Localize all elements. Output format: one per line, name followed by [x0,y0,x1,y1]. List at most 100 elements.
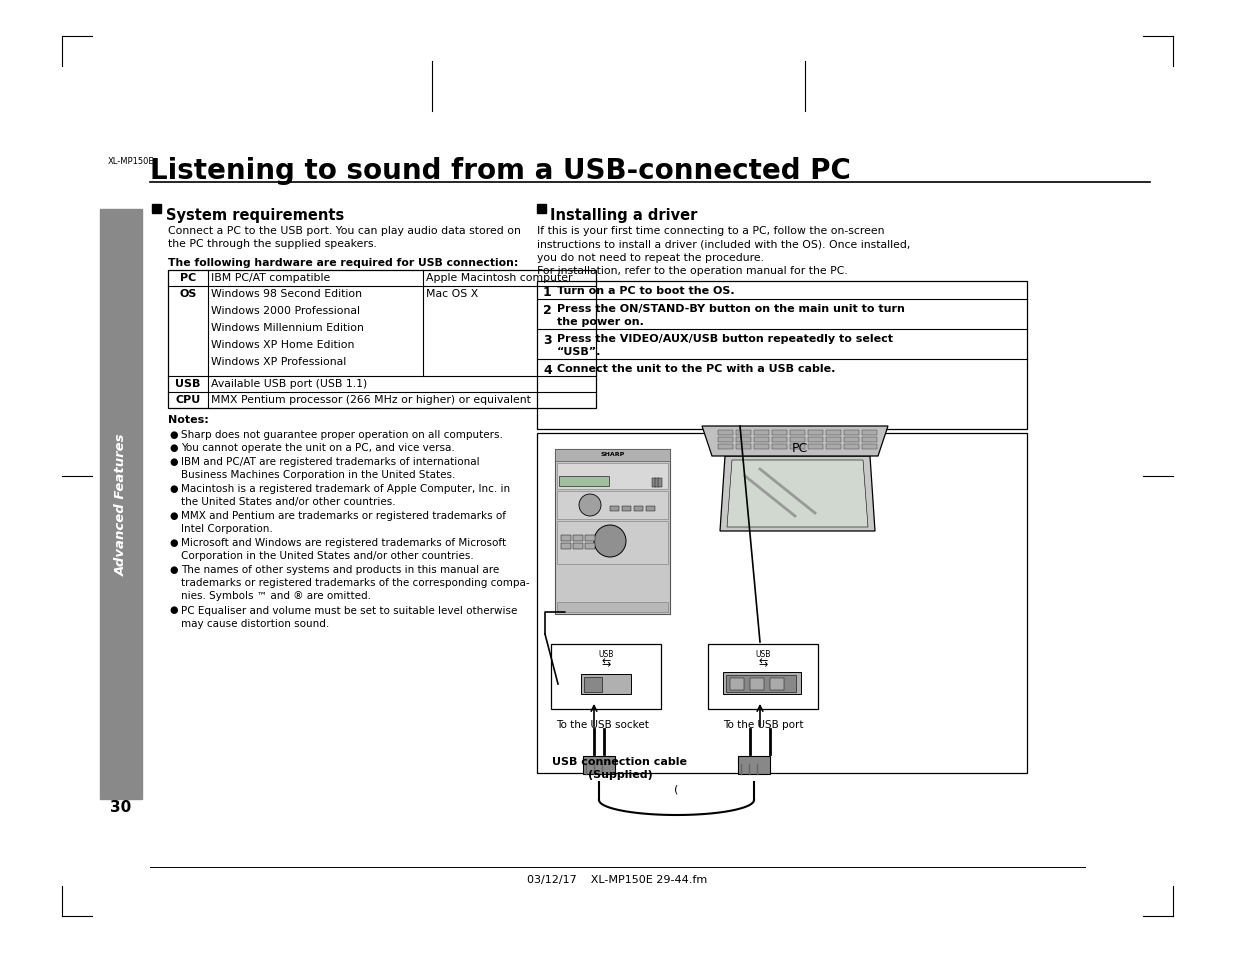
Circle shape [579,495,601,517]
Text: ●: ● [169,443,178,453]
Text: You cannot operate the unit on a PC, and vice versa.: You cannot operate the unit on a PC, and… [182,443,454,453]
Text: ●: ● [169,456,178,467]
Bar [537,205,546,213]
Bar [559,476,609,486]
Polygon shape [720,456,876,532]
Bar [561,543,571,550]
Circle shape [594,525,626,558]
Bar [772,444,787,450]
Text: 2: 2 [543,304,552,316]
Bar [772,437,787,442]
Text: USB: USB [598,649,614,659]
Bar [168,271,597,409]
Text: XL-MP150E: XL-MP150E [107,157,154,166]
Bar [826,437,841,442]
Bar [580,675,631,695]
Text: ●: ● [169,511,178,520]
Bar [585,543,595,550]
Text: instructions to install a driver (included with the OS). Once installed,: instructions to install a driver (includ… [537,239,910,250]
Bar [573,536,583,541]
Bar [555,450,671,615]
Text: IBM and PC/AT are registered trademarks of international
Business Machines Corpo: IBM and PC/AT are registered trademarks … [182,456,479,479]
Bar [862,431,877,436]
Bar [718,431,734,436]
Text: Windows 98 Second Edition: Windows 98 Second Edition [211,289,362,298]
Text: ●: ● [169,537,178,547]
Bar [736,431,751,436]
Text: The names of other systems and products in this manual are
trademarks or registe: The names of other systems and products … [182,564,530,600]
Text: USB: USB [175,378,200,389]
Text: Sharp does not guarantee proper operation on all computers.: Sharp does not guarantee proper operatio… [182,430,503,439]
Text: Turn on a PC to boot the OS.: Turn on a PC to boot the OS. [557,286,735,295]
Bar [583,757,615,774]
Bar [634,506,643,512]
Bar [658,478,662,488]
Bar [551,644,661,709]
Text: USB connection cable: USB connection cable [552,757,688,766]
Text: PC Equaliser and volume must be set to suitable level otherwise
may cause distor: PC Equaliser and volume must be set to s… [182,605,517,628]
Text: Advanced Features: Advanced Features [115,434,127,576]
Bar [557,463,668,490]
Bar [808,437,823,442]
Text: Listening to sound from a USB-connected PC: Listening to sound from a USB-connected … [149,157,851,185]
Text: you do not need to repeat the procedure.: you do not need to repeat the procedure. [537,253,764,263]
Bar [739,757,769,774]
Bar [790,444,805,450]
Bar [736,444,751,450]
Text: Notes:: Notes: [168,415,209,424]
Text: For installation, refer to the operation manual for the PC.: For installation, refer to the operation… [537,266,847,276]
Bar [862,437,877,442]
Text: The following hardware are required for USB connection:: The following hardware are required for … [168,257,519,268]
Text: System requirements: System requirements [165,208,345,223]
Text: the PC through the supplied speakers.: the PC through the supplied speakers. [168,239,377,249]
Bar [736,437,751,442]
Bar [755,444,769,450]
Bar [718,437,734,442]
Text: Press the VIDEO/AUX/USB button repeatedly to select
“USB”.: Press the VIDEO/AUX/USB button repeatedl… [557,334,893,356]
Bar [730,679,743,690]
Text: PC: PC [180,273,196,283]
Bar [652,478,656,488]
Bar [152,205,161,213]
Bar [561,536,571,541]
Text: Available USB port (USB 1.1): Available USB port (USB 1.1) [211,378,367,389]
Text: 4: 4 [543,364,552,376]
Bar [769,679,784,690]
Bar [755,437,769,442]
Bar [646,506,655,512]
Text: Windows 2000 Professional: Windows 2000 Professional [211,306,359,315]
Bar [655,478,659,488]
Bar [772,431,787,436]
Text: (: ( [674,784,679,794]
Text: ●: ● [169,483,178,494]
Bar [862,444,877,450]
Bar [808,431,823,436]
Bar [537,282,1028,430]
Bar [585,536,595,541]
Text: USB: USB [756,649,771,659]
Text: To the USB socket: To the USB socket [556,720,648,729]
Bar [844,431,860,436]
Text: OS: OS [179,289,196,298]
Text: Press the ON/STAND-BY button on the main unit to turn
the power on.: Press the ON/STAND-BY button on the main… [557,304,905,327]
Text: (Supplied): (Supplied) [588,769,652,780]
Text: If this is your first time connecting to a PC, follow the on-screen: If this is your first time connecting to… [537,226,884,235]
Bar [100,210,142,800]
Bar [750,679,764,690]
Text: Microsoft and Windows are registered trademarks of Microsoft
Corporation in the : Microsoft and Windows are registered tra… [182,537,506,560]
Text: ⇆: ⇆ [601,658,610,667]
Bar [610,506,619,512]
Text: Mac OS X: Mac OS X [426,289,478,298]
Bar [826,431,841,436]
Text: ●: ● [169,564,178,575]
Text: ●: ● [169,430,178,439]
Bar [790,431,805,436]
Bar [557,521,668,564]
Text: ⇆: ⇆ [758,658,768,667]
Bar [826,444,841,450]
Text: Apple Macintosh computer: Apple Macintosh computer [426,273,573,283]
Bar [722,672,802,695]
Text: Installing a driver: Installing a driver [550,208,698,223]
Bar [808,444,823,450]
Bar [844,444,860,450]
